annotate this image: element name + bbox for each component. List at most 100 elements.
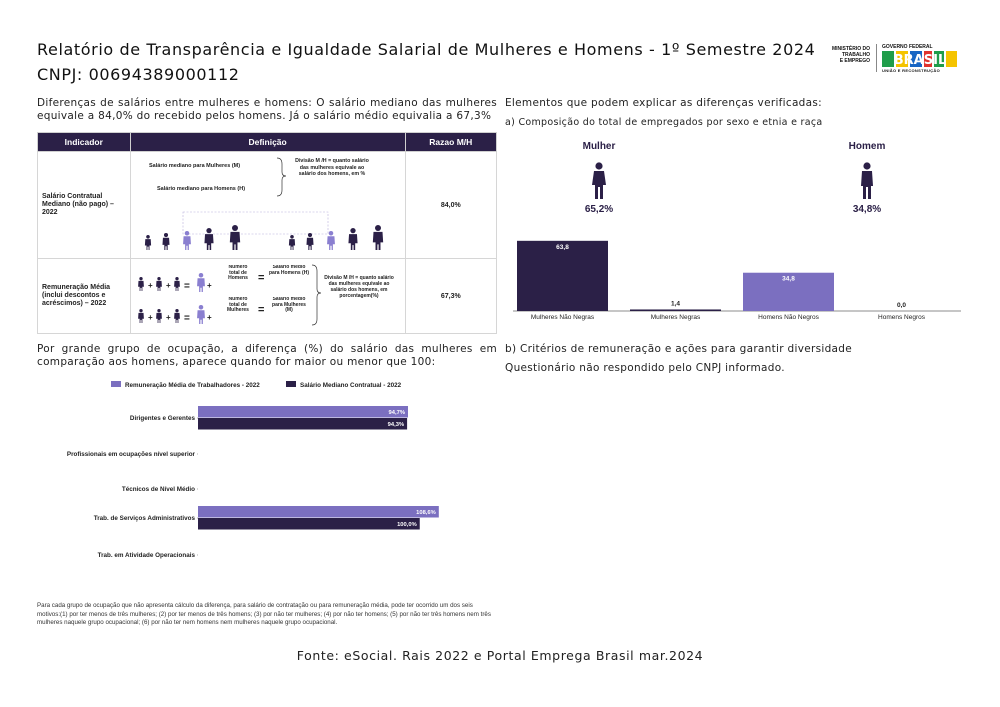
person-icon	[204, 228, 214, 250]
indicator-name-mediano: Salário Contratual Mediano (não pago) – …	[37, 151, 131, 259]
composition-chart: Mulher 65,2% Homem 34,8% 63,8 Mulheres Nã…	[513, 141, 961, 321]
salary-difference-intro: Diferenças de salários entre mulheres e …	[37, 97, 497, 122]
brace-icon	[276, 157, 286, 197]
occ-bar-value: 108,6%	[416, 510, 436, 516]
equals-icon: =	[184, 281, 190, 292]
occ-bar-value: 94,3%	[388, 422, 404, 428]
ministry-label: MINISTÉRIO DO TRABALHO E EMPREGO	[831, 46, 870, 64]
men-pct: 34,8%	[853, 204, 881, 215]
comp-category-label: Mulheres Negras	[651, 314, 701, 321]
person-icon	[229, 225, 240, 250]
header-razao: Razao M/H	[404, 132, 498, 152]
comp-category-label: Homens Não Negros	[758, 314, 819, 321]
occ-bar	[198, 418, 408, 430]
plus-icon: +	[166, 313, 171, 322]
brasil-wordmark-icon: BRASIL	[882, 51, 957, 68]
def-division-mediano: Divisão M /H = quanto salário das mulher…	[294, 158, 369, 177]
definition-media: + + = + + + = + Número total de Homens = Salár…	[129, 258, 406, 334]
plus-icon: +	[148, 281, 153, 290]
comp-bar	[630, 309, 721, 311]
plus-icon: +	[207, 313, 212, 322]
comp-bar	[743, 272, 834, 311]
header-definicao: Definição	[129, 132, 406, 152]
def-total-men: Número total de Homens	[227, 265, 248, 282]
definition-mediano: Salário mediano para Mulheres (M) Salári…	[129, 151, 406, 259]
occ-bar	[198, 406, 408, 418]
comp-bar	[517, 240, 608, 311]
occ-bar-value: 100,0%	[397, 522, 417, 528]
brace-icon	[311, 264, 321, 326]
legend-swatch	[286, 381, 296, 387]
gov-union-label: UNIÃO E RECONSTRUÇÃO	[882, 68, 941, 73]
people-row-men-sum: + + = +	[137, 273, 212, 292]
man-icon	[861, 162, 873, 199]
person-icon	[306, 233, 314, 250]
men-label: Homem	[849, 141, 886, 152]
people-row-women-sum: + + = +	[137, 305, 212, 324]
gov-federal-label: GOVERNO FEDERAL	[882, 44, 933, 50]
report-title-line1: Relatório de Transparência e Igualdade S…	[37, 40, 816, 59]
explanation-intro: Elementos que podem explicar as diferenç…	[505, 97, 822, 109]
indicator-name-media: Remuneração Média (inclui descontos e ac…	[37, 258, 131, 334]
occ-category-label: Dirigentes e Gerentes	[130, 415, 196, 422]
person-icon	[173, 277, 180, 291]
person-icon	[155, 277, 162, 291]
median-highlight-box	[182, 211, 328, 235]
comp-category-label: Homens Negros	[878, 314, 926, 321]
person-icon	[155, 309, 162, 323]
indicator-table: Indicador Definição Razao M/H Salário Co…	[37, 132, 498, 334]
women-label: Mulher	[583, 141, 616, 152]
occupation-bars: Dirigentes e Gerentes 94,7% 94,3% Profissio…	[67, 406, 439, 559]
questionnaire-status: Questionário não respondido pelo CNPJ in…	[505, 362, 785, 374]
person-icon	[137, 277, 144, 291]
source-note: Fonte: eSocial. Rais 2022 e Portal Empre…	[296, 648, 704, 663]
header-indicador: Indicador	[37, 132, 131, 152]
person-icon	[173, 309, 180, 323]
person-icon	[162, 233, 170, 250]
woman-icon	[592, 162, 606, 199]
def-division-media: Divisão M /H = quanto salário das mulher…	[323, 275, 394, 299]
ratio-mediano: 84,0%	[404, 151, 498, 259]
footnote: Para cada grupo de ocupação que não apre…	[37, 602, 491, 626]
person-icon	[137, 309, 144, 323]
occ-bar	[198, 506, 439, 518]
person-icon	[372, 225, 383, 250]
ratio-media: 67,3%	[404, 258, 498, 334]
plus-icon: +	[148, 313, 153, 322]
brasil-wordmark-text: BRASIL	[894, 53, 946, 68]
definition-media-diagram: + + = + + + = + Número total de Homens = Salár…	[137, 264, 394, 326]
person-icon	[196, 273, 205, 292]
equals-icon: =	[184, 313, 190, 324]
def-men-median: Salário mediano para Homens (H)	[157, 186, 245, 192]
criteria-subtitle: b) Critérios de remuneração e ações para…	[505, 343, 852, 355]
person-icon	[144, 235, 151, 250]
occ-category-label: Técnicos de Nível Médio	[122, 486, 195, 493]
people-row-median	[144, 225, 383, 250]
comp-bar-value: 63,8	[556, 244, 569, 251]
person-icon	[348, 228, 358, 250]
equals-icon: =	[258, 304, 264, 316]
government-logo: MINISTÉRIO DO TRABALHO E EMPREGO GOVERNO…	[818, 44, 958, 74]
person-icon	[196, 305, 205, 324]
occ-category-label: Profissionais em ocupações nível superio…	[67, 451, 196, 458]
person-icon	[182, 231, 191, 250]
legend-swatch	[111, 381, 121, 387]
comp-bar-value: 34,8	[782, 276, 795, 283]
equals-icon: =	[258, 272, 264, 284]
comp-bar-value: 0,0	[897, 302, 906, 309]
person-icon	[288, 235, 295, 250]
occ-category-label: Trab. de Serviços Administrativos	[94, 515, 196, 522]
occupation-legend: Remuneração Média de Trabalhadores - 202…	[111, 381, 402, 389]
report-cnpj: CNPJ: 00694389000112	[37, 65, 240, 84]
logo-divider	[876, 44, 877, 72]
composition-bars: 63,8 Mulheres Não Negras 1,4 Mulheres Negra…	[513, 240, 961, 321]
def-women-median: Salário mediano para Mulheres (M)	[149, 163, 240, 169]
report-title: Relatório de Transparência e Igualdade S…	[37, 37, 815, 87]
legend-label: Remuneração Média de Trabalhadores - 202…	[125, 382, 260, 389]
occupation-intro: Por grande grupo de ocupação, a diferenç…	[37, 343, 497, 368]
composition-subtitle: a) Composição do total de empregados por…	[505, 117, 823, 128]
comp-category-label: Mulheres Não Negras	[531, 314, 595, 321]
occupation-chart: Remuneração Média de Trabalhadores - 202…	[67, 381, 439, 559]
occ-bar-value: 94,7%	[389, 410, 405, 416]
occ-category-label: Trab. em Atividade Operacionais	[98, 552, 196, 559]
